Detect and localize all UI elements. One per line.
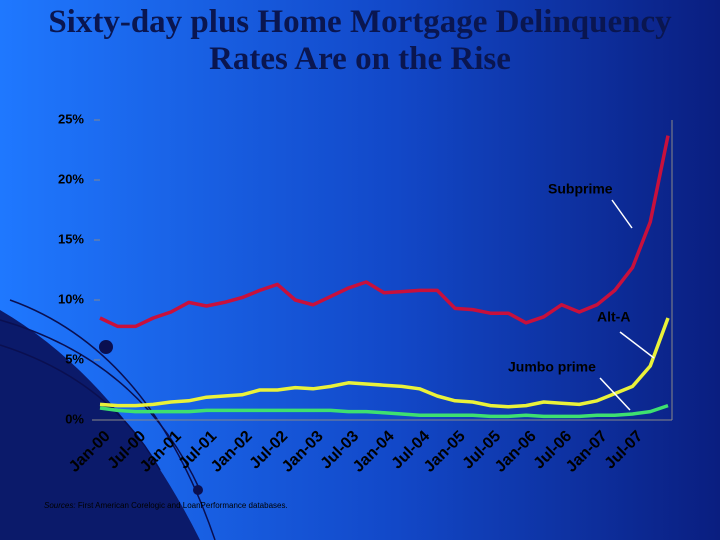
source-note: Sources: First American Corelogic and Lo… xyxy=(44,501,288,510)
series-label: Alt-A xyxy=(597,309,630,325)
decor-corner xyxy=(0,310,200,540)
y-tick-label: 15% xyxy=(58,231,84,246)
arrow xyxy=(599,377,631,411)
y-tick-label: 5% xyxy=(65,351,84,366)
arrow xyxy=(619,331,655,359)
y-tick-label: 20% xyxy=(58,171,84,186)
y-tick-label: 25% xyxy=(58,111,84,126)
source-text: First American Corelogic and LoanPerform… xyxy=(77,501,288,510)
decor-curve xyxy=(0,319,201,491)
decor-dot xyxy=(193,485,203,495)
decor-curve xyxy=(0,344,161,471)
chart-title: Sixty-day plus Home Mortgage Delinquency… xyxy=(48,4,672,77)
source-label: Sources: xyxy=(44,501,76,510)
series-label: Jumbo prime xyxy=(508,359,596,375)
series-label: Subprime xyxy=(548,181,613,197)
series-line xyxy=(99,403,669,419)
series-line xyxy=(99,135,670,329)
y-tick-label: 10% xyxy=(58,291,84,306)
series-line xyxy=(99,317,670,409)
arrow xyxy=(611,199,633,229)
decor-dot xyxy=(99,340,113,354)
y-tick-label: 0% xyxy=(65,411,84,426)
